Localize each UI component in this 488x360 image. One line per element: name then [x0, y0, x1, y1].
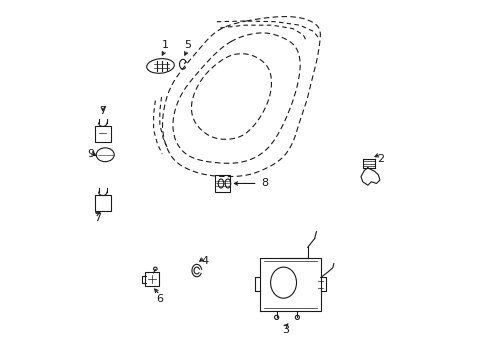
Text: 7: 7 [99, 106, 106, 116]
Text: 9: 9 [87, 149, 94, 159]
Text: 7: 7 [94, 213, 101, 223]
Text: 8: 8 [261, 179, 268, 188]
Text: 2: 2 [377, 154, 384, 164]
Text: 5: 5 [183, 40, 191, 50]
Text: 3: 3 [282, 325, 289, 335]
Text: 4: 4 [201, 256, 208, 266]
Text: 6: 6 [156, 294, 163, 304]
Text: 1: 1 [161, 40, 168, 50]
